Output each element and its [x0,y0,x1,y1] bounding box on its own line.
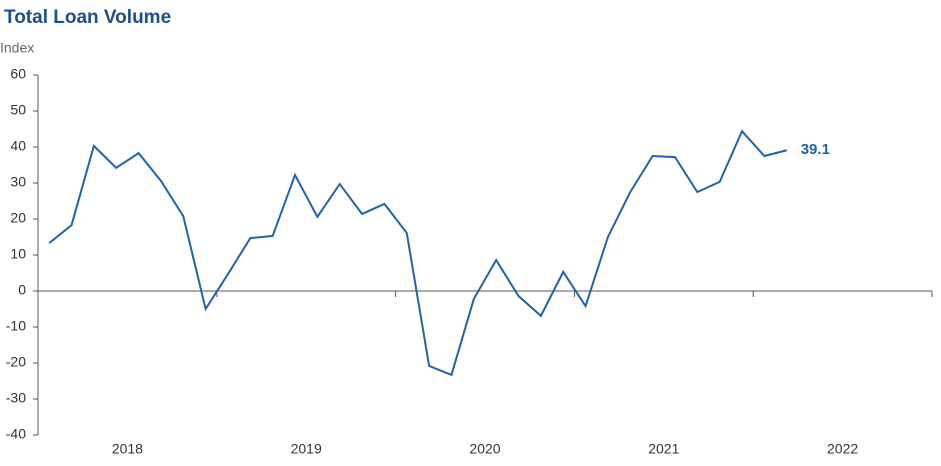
y-tick-label: 20 [10,210,26,226]
line [48,129,787,377]
y-tick-label: 30 [10,174,26,190]
y-tick-label: -10 [6,318,26,334]
x-tick-label: 2020 [469,441,500,457]
x-tick-label: 2019 [291,441,322,457]
y-tick-label: -40 [6,426,26,442]
y-axis-label: Index [0,40,34,56]
x-tick-label: 2021 [648,441,679,457]
y-tick-label: 40 [10,138,26,154]
y-tick-label: 60 [10,66,26,82]
y-tick-label: 50 [10,102,26,118]
chart-title: Total Loan Volume [4,7,171,28]
x-tick-label: 2022 [827,441,858,457]
y-tick-label: -30 [6,390,26,406]
y-tick-label: 0 [18,282,26,298]
x-tick-label: 2018 [112,441,143,457]
y-tick-label: 10 [10,246,26,262]
data-label: 39.1 [801,141,830,158]
y-tick-label: -20 [6,354,26,370]
